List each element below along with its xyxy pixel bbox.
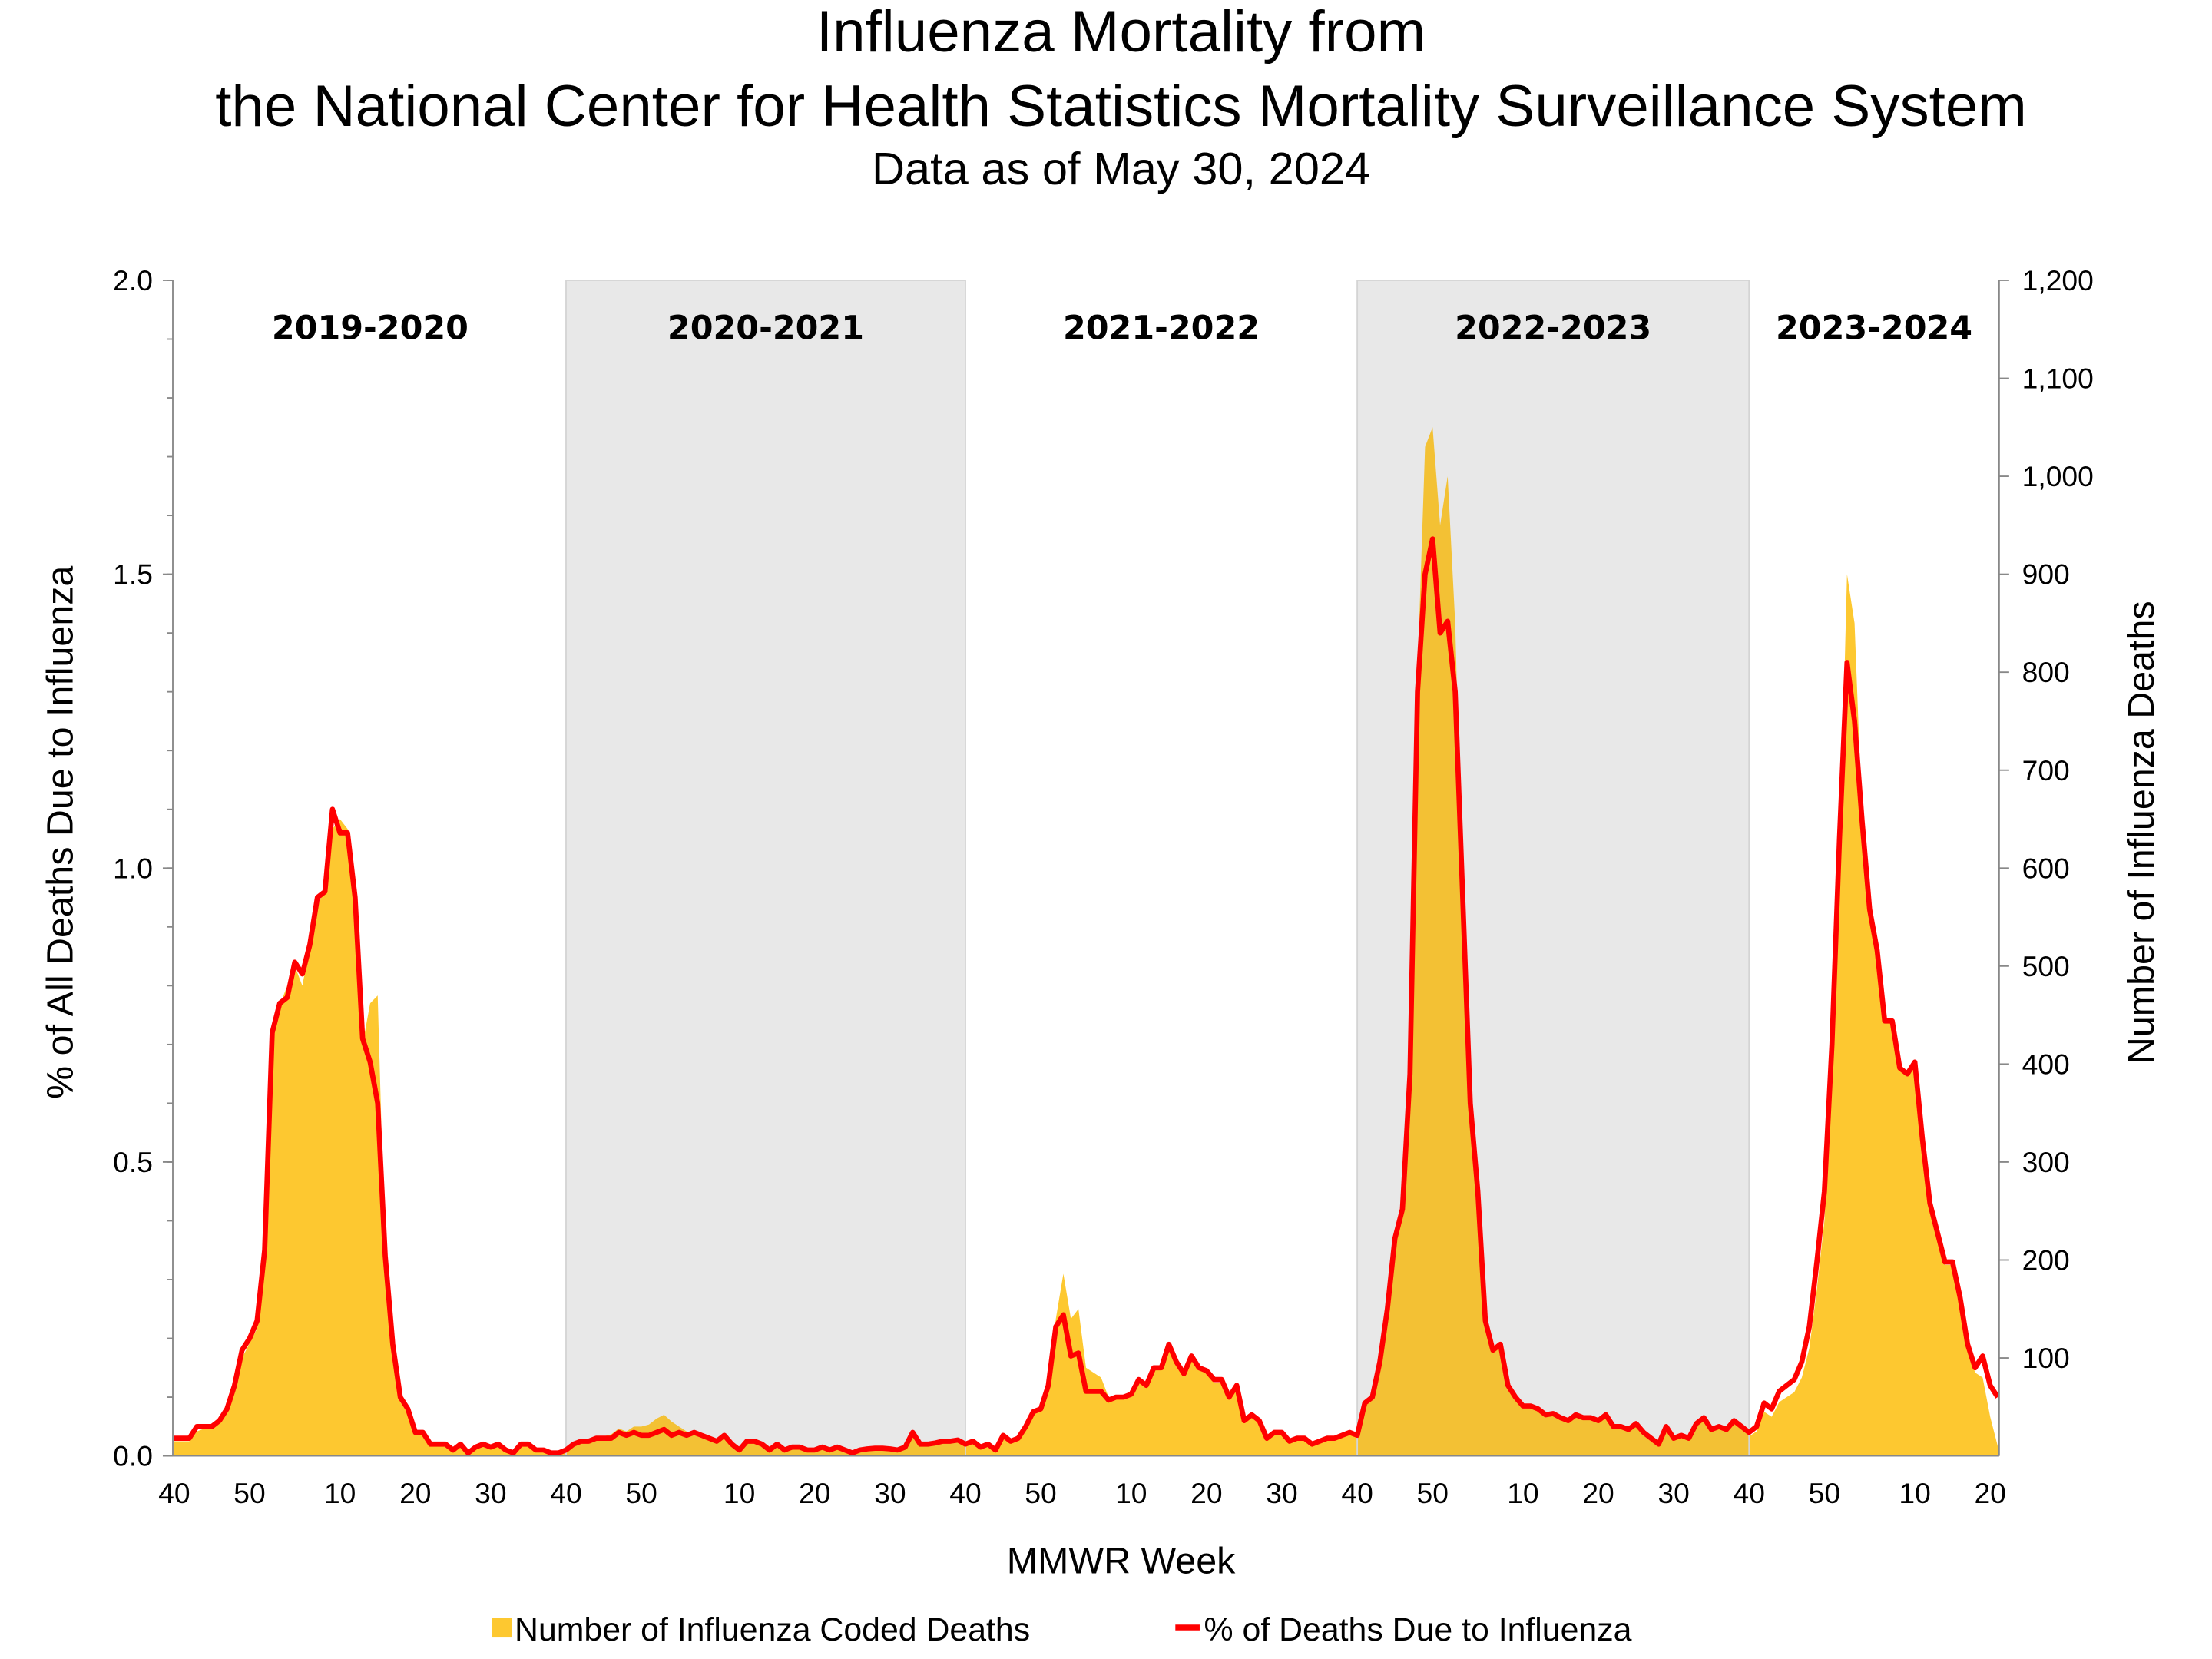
y-right-tick-label: 200 — [2022, 1244, 2070, 1277]
y-right-tick-label: 1,200 — [2022, 264, 2094, 296]
legend-deaths-swatch — [492, 1618, 512, 1638]
y-right-tick-label: 900 — [2022, 558, 2070, 591]
x-tick-label: 30 — [475, 1477, 506, 1509]
y-axis-right-title: Number of Influenza Deaths — [2121, 601, 2162, 1064]
y-right-tick-label: 400 — [2022, 1048, 2070, 1080]
legend: Number of Influenza Coded Deaths % of De… — [492, 1611, 1632, 1648]
y-right-tick-label: 1,100 — [2022, 363, 2094, 395]
axes: 0.0 0.5 1.0 1.5 2.0 100 200 300 400 500 600 700 800 9… — [113, 264, 2094, 1509]
season-label: 2023-2024 — [1776, 309, 1972, 347]
x-tick-label: 20 — [1190, 1477, 1222, 1509]
pct-line-series — [174, 536, 2000, 1456]
x-tick-label: 40 — [550, 1477, 581, 1509]
x-tick-label: 20 — [799, 1477, 830, 1509]
y-right-tick-label: 300 — [2022, 1146, 2070, 1178]
y-right-tick-label: 700 — [2022, 754, 2070, 786]
legend-pct-label: % of Deaths Due to Influenza — [1204, 1611, 1632, 1648]
x-tick-label: 50 — [233, 1477, 265, 1509]
chart-title: Influenza Mortality from — [816, 0, 1426, 65]
pct-line-layer — [174, 536, 2000, 1456]
x-tick-label: 30 — [1266, 1477, 1297, 1509]
y-right-tick-label: 100 — [2022, 1342, 2070, 1374]
chart-subtitle: Data as of May 30, 2024 — [872, 143, 1370, 194]
x-tick-label: 10 — [1507, 1477, 1538, 1509]
y-axis-left-title: % of All Deaths Due to Influenza — [40, 566, 81, 1099]
season-label: 2022-2023 — [1455, 309, 1651, 347]
y-right-tick-label: 800 — [2022, 656, 2070, 688]
season-shade-2020-2021 — [566, 280, 965, 1456]
x-tick-label: 30 — [1657, 1477, 1689, 1509]
season-shading-overlay — [565, 280, 1750, 1457]
x-tick-label: 10 — [1115, 1477, 1147, 1509]
season-shading — [566, 280, 1750, 1456]
y-right-tick-label: 500 — [2022, 950, 2070, 982]
season-labels: 2019-2020 2020-2021 2021-2022 2022-2023 2023… — [272, 309, 1972, 347]
x-axis-title: MMWR Week — [1007, 1540, 1236, 1581]
x-tick-label: 20 — [1974, 1477, 2005, 1509]
x-tick-label: 50 — [1809, 1477, 1840, 1509]
x-tick-label: 10 — [324, 1477, 356, 1509]
x-tick-label: 10 — [724, 1477, 755, 1509]
y-left-tick-label: 0.5 — [113, 1146, 153, 1178]
x-tick-label: 20 — [399, 1477, 431, 1509]
y-left-tick-label: 2.0 — [113, 264, 153, 296]
season-shade-overlay-2020-2021 — [565, 280, 966, 1457]
x-tick-label: 50 — [625, 1477, 657, 1509]
y-left-tick-label: 0.0 — [113, 1440, 153, 1472]
x-tick-label: 40 — [1734, 1477, 1765, 1509]
season-label: 2020-2021 — [667, 309, 864, 347]
deaths-area-layer — [174, 427, 1998, 1456]
y-right-tick-label: 600 — [2022, 852, 2070, 884]
x-tick-label: 40 — [158, 1477, 190, 1509]
deaths-area-series — [174, 427, 1998, 1456]
x-tick-label: 20 — [1582, 1477, 1614, 1509]
x-tick-label: 30 — [874, 1477, 906, 1509]
y-left-tick-label: 1.0 — [113, 852, 153, 884]
legend-deaths-label: Number of Influenza Coded Deaths — [515, 1611, 1030, 1648]
chart-title-line2: the National Center for Health Statistic… — [215, 74, 2027, 139]
x-tick-label: 50 — [1025, 1477, 1056, 1509]
x-tick-label: 40 — [1341, 1477, 1373, 1509]
y-right-tick-label: 1,000 — [2022, 460, 2094, 492]
season-label: 2019-2020 — [272, 309, 469, 347]
x-tick-label: 10 — [1899, 1477, 1930, 1509]
x-tick-label: 50 — [1417, 1477, 1449, 1509]
season-shade-overlay-2022-2023 — [1356, 280, 1750, 1457]
season-label: 2021-2022 — [1063, 309, 1260, 347]
y-left-tick-label: 1.5 — [113, 558, 153, 591]
x-tick-label: 40 — [949, 1477, 981, 1509]
